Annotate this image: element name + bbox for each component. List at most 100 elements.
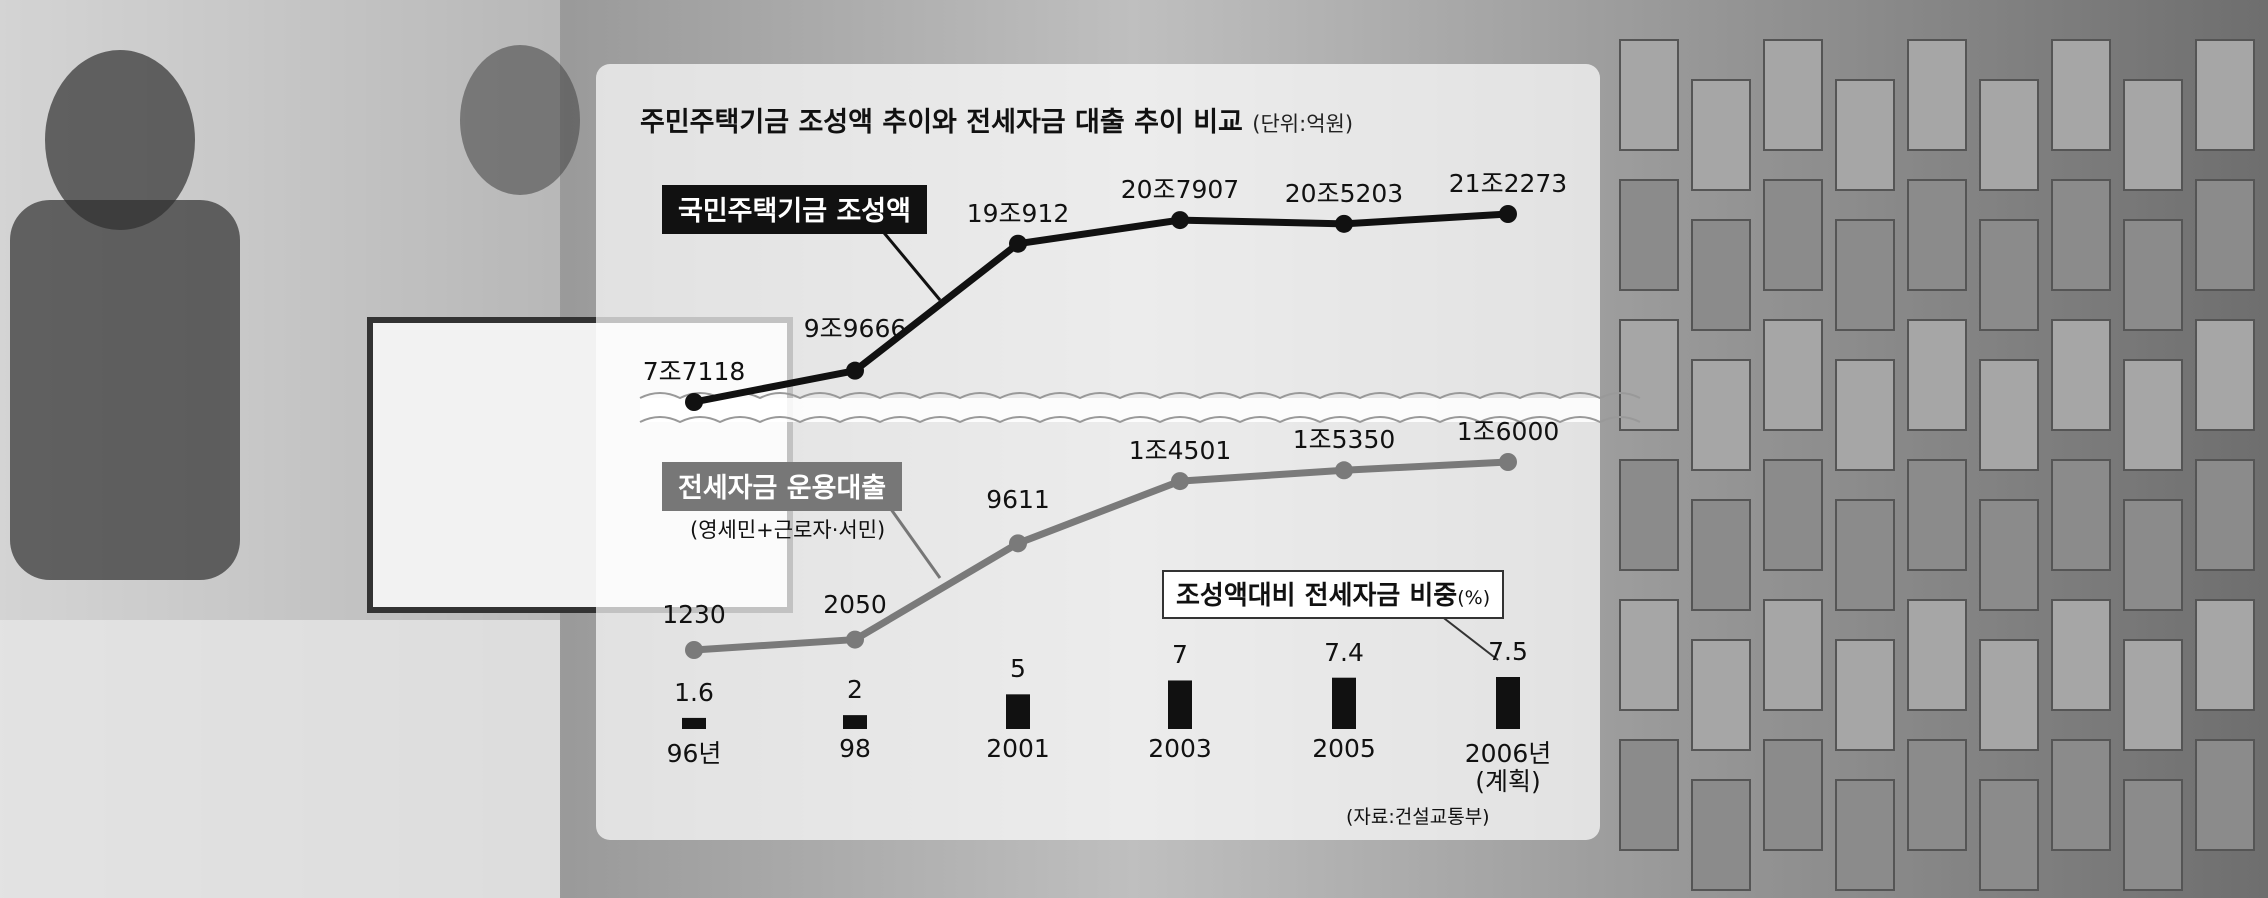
loan-value-label: 1조4501 bbox=[1128, 436, 1232, 466]
ratio-value-label: 5 bbox=[1010, 654, 1026, 684]
building bbox=[1835, 779, 1895, 891]
ratio-bars bbox=[682, 677, 1520, 729]
building bbox=[1691, 359, 1751, 471]
x-tick-label: 96년 bbox=[666, 739, 722, 768]
loan-series-sublabel: (영세민+근로자·서민) bbox=[690, 518, 886, 542]
building bbox=[1907, 39, 1967, 151]
fund-value-label: 20조7907 bbox=[1120, 175, 1240, 205]
building bbox=[2195, 179, 2255, 291]
fund-value-label: 7조7118 bbox=[642, 357, 746, 386]
loan-point bbox=[1499, 453, 1517, 471]
x-tick-sublabel: (계획) bbox=[1475, 767, 1541, 796]
building bbox=[1619, 599, 1679, 711]
building bbox=[1979, 499, 2039, 611]
ratio-bar bbox=[1496, 677, 1520, 729]
building bbox=[2123, 639, 2183, 751]
building bbox=[1763, 179, 1823, 291]
building bbox=[1619, 319, 1679, 431]
loan-value-label: 1조6000 bbox=[1456, 417, 1560, 446]
loan-value-label: 1230 bbox=[662, 600, 726, 629]
ratio-label-pointer bbox=[1435, 611, 1499, 661]
ratio-label: 조성액대비 전세자금 비중(%) bbox=[1162, 570, 1505, 619]
chart-title: 주민주택기금 조성액 추이와 전세자금 대출 추이 비교 (단위:억원) bbox=[640, 107, 1354, 138]
building bbox=[1691, 219, 1751, 331]
fund-point bbox=[1335, 214, 1353, 233]
building bbox=[2195, 459, 2255, 571]
ratio-value-label: 2 bbox=[847, 675, 863, 705]
building bbox=[2051, 319, 2111, 431]
building bbox=[1691, 779, 1751, 891]
ratio-bar bbox=[843, 715, 867, 729]
building bbox=[1835, 219, 1895, 331]
callout-lines bbox=[878, 227, 1499, 661]
building bbox=[2195, 319, 2255, 431]
building bbox=[1691, 79, 1751, 191]
fund-point bbox=[1009, 234, 1027, 253]
ratio-value-label: 7.4 bbox=[1324, 637, 1364, 667]
x-tick-label: 2001 bbox=[986, 734, 1050, 763]
ratio-bar bbox=[682, 717, 706, 729]
x-tick-label: 98 bbox=[839, 734, 871, 763]
building bbox=[2123, 219, 2183, 331]
building bbox=[2051, 179, 2111, 291]
fund-point bbox=[846, 361, 864, 380]
ratio-value-label: 1.6 bbox=[674, 677, 714, 707]
building bbox=[1691, 639, 1751, 751]
ratio-unit: (%) bbox=[1457, 587, 1491, 609]
fund-point bbox=[1499, 205, 1517, 223]
building bbox=[1835, 639, 1895, 751]
loan-value-label: 9611 bbox=[986, 485, 1050, 515]
building bbox=[2195, 599, 2255, 711]
loan-line bbox=[693, 458, 1509, 654]
building bbox=[1907, 319, 1967, 431]
axis-break-fill bbox=[640, 398, 1600, 422]
loan-point bbox=[1171, 472, 1189, 491]
fund-value-label: 19조912 bbox=[966, 198, 1070, 228]
building bbox=[1979, 639, 2039, 751]
loan-point bbox=[1009, 534, 1027, 553]
building bbox=[1907, 739, 1967, 851]
loan-series bbox=[685, 453, 1517, 659]
fund-series-label: 국민주택기금 조성액 bbox=[662, 185, 927, 234]
ratio-value-label: 7.5 bbox=[1488, 637, 1528, 666]
fund-line bbox=[693, 210, 1509, 406]
building bbox=[1979, 79, 2039, 191]
ratio-bar bbox=[1168, 680, 1192, 729]
building bbox=[1763, 459, 1823, 571]
building bbox=[2195, 39, 2255, 151]
fund-point bbox=[685, 393, 703, 411]
building bbox=[2123, 79, 2183, 191]
building bbox=[1763, 739, 1823, 851]
ratio-value-label: 7 bbox=[1172, 640, 1188, 670]
axis-break-edge-top bbox=[639, 392, 1641, 400]
building bbox=[1619, 459, 1679, 571]
fund-value-label: 21조2273 bbox=[1448, 169, 1568, 198]
building bbox=[1619, 739, 1679, 851]
loan-series-label: 전세자금 운용대출 bbox=[662, 462, 903, 511]
building bbox=[1979, 779, 2039, 891]
x-tick-label: 2005 bbox=[1312, 734, 1376, 763]
apartment-buildings bbox=[1619, 39, 2255, 891]
building bbox=[1907, 459, 1967, 571]
building bbox=[1979, 359, 2039, 471]
building bbox=[1763, 319, 1823, 431]
building bbox=[1907, 179, 1967, 291]
fund-label-pointer bbox=[878, 227, 942, 301]
fund-value-label: 20조5203 bbox=[1284, 178, 1404, 208]
building bbox=[2051, 739, 2111, 851]
x-tick-label: 2003 bbox=[1148, 734, 1212, 763]
building bbox=[1835, 499, 1895, 611]
ratio-bar bbox=[1332, 677, 1356, 729]
source-note: (자료:건설교통부) bbox=[1346, 806, 1490, 828]
building bbox=[2123, 779, 2183, 891]
building bbox=[1835, 79, 1895, 191]
building bbox=[1763, 599, 1823, 711]
building bbox=[1907, 599, 1967, 711]
loan-point bbox=[1335, 461, 1353, 480]
ratio-bar bbox=[1006, 694, 1030, 729]
fund-series bbox=[685, 205, 1517, 411]
building bbox=[2051, 459, 2111, 571]
building bbox=[2123, 359, 2183, 471]
building bbox=[1979, 219, 2039, 331]
